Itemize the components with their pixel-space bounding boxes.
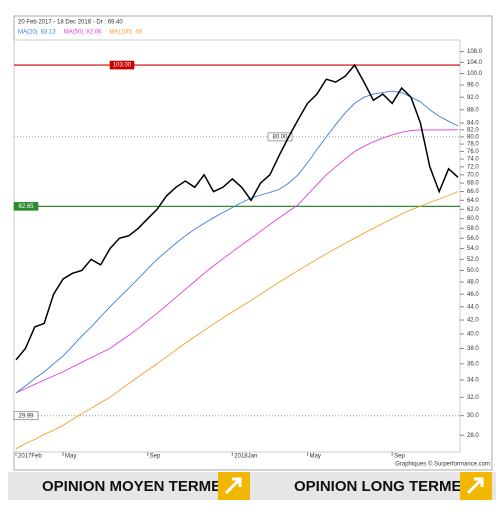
y-tick-label: 40.0 xyxy=(467,331,479,337)
y-tick-label: 66.0 xyxy=(467,189,479,195)
x-tick-label: Sep xyxy=(150,454,161,460)
level-label: 103.00 xyxy=(113,63,132,69)
credit: Graphiques © Surperformance.com xyxy=(395,461,490,468)
y-tick-label: 60.0 xyxy=(467,216,479,222)
y-tick-label: 72.0 xyxy=(467,164,479,170)
x-tick-label: 2017Feb xyxy=(18,454,42,460)
y-tick-label: 42.0 xyxy=(467,318,479,324)
y-tick-label: 36.0 xyxy=(467,361,479,367)
chart-title: 20 Feb 2017 - 18 Dec 2018 - Dr : 69.40 xyxy=(18,20,123,26)
level-label-box xyxy=(109,60,135,70)
legend-label: MA(20) xyxy=(18,30,38,36)
y-tick-label: 82.0 xyxy=(467,127,479,133)
y-tick-label: 32.0 xyxy=(467,395,479,401)
y-tick-label: 96.0 xyxy=(467,83,479,89)
x-tick-label: May xyxy=(310,454,321,460)
y-tick-label: 104.0 xyxy=(467,60,483,66)
level-label-box xyxy=(13,202,39,211)
plot-area xyxy=(13,39,461,453)
arrow-icon xyxy=(224,477,242,495)
y-tick-label: 100.0 xyxy=(467,71,483,77)
chart-frame xyxy=(13,15,493,471)
arrow-icon xyxy=(466,477,484,495)
legend-label: MA(100) xyxy=(109,30,132,36)
y-tick-label: 52.0 xyxy=(467,257,479,263)
y-tick-label: 44.0 xyxy=(467,304,479,310)
opinion-bar xyxy=(8,472,496,500)
y-tick-label: 78.0 xyxy=(467,142,479,148)
level-label-box xyxy=(13,411,39,421)
series-line xyxy=(15,129,459,394)
y-tick-label: 84.0 xyxy=(467,121,479,127)
x-tick-label: May xyxy=(65,454,76,460)
y-tick-label: 108.0 xyxy=(467,49,483,55)
opinion-label: OPINION LONG TERME xyxy=(294,478,462,495)
legend-value: 83.13 xyxy=(41,30,57,36)
level-label: 29.99 xyxy=(18,413,34,419)
opinion-label: OPINION MOYEN TERME xyxy=(42,478,221,495)
y-tick-label: 48.0 xyxy=(467,280,479,286)
y-tick-label: 80.0 xyxy=(467,134,479,140)
y-tick-label: 64.0 xyxy=(467,198,479,204)
level-label-box xyxy=(267,132,293,142)
y-tick-label: 30.0 xyxy=(467,413,479,419)
y-tick-label: 62.0 xyxy=(467,207,479,213)
y-tick-label: 28.0 xyxy=(467,433,479,439)
x-tick-label: Sep xyxy=(394,454,405,460)
level-label: 80.00 xyxy=(272,134,288,140)
y-tick-label: 58.0 xyxy=(467,226,479,232)
y-tick-label: 50.0 xyxy=(467,268,479,274)
y-tick-label: 54.0 xyxy=(467,246,479,252)
y-tick-label: 68.0 xyxy=(467,181,479,187)
y-tick-label: 46.0 xyxy=(467,292,479,298)
y-tick-label: 74.0 xyxy=(467,157,479,163)
legend-label: MA(50) xyxy=(64,30,84,36)
series-line xyxy=(15,63,459,361)
legend-value: 66 xyxy=(135,30,142,36)
series-line xyxy=(15,191,459,450)
x-tick-label: 2018Jan xyxy=(234,454,257,460)
legend-value: 82.06 xyxy=(86,30,102,36)
y-tick-label: 34.0 xyxy=(467,378,479,384)
y-tick-label: 70.0 xyxy=(467,172,479,178)
y-tick-label: 92.0 xyxy=(467,95,479,101)
y-tick-label: 76.0 xyxy=(467,149,479,155)
level-label: 62.65 xyxy=(18,204,34,210)
y-tick-label: 56.0 xyxy=(467,236,479,242)
series-line xyxy=(15,90,459,394)
y-tick-label: 38.0 xyxy=(467,346,479,352)
y-tick-label: 88.0 xyxy=(467,107,479,113)
